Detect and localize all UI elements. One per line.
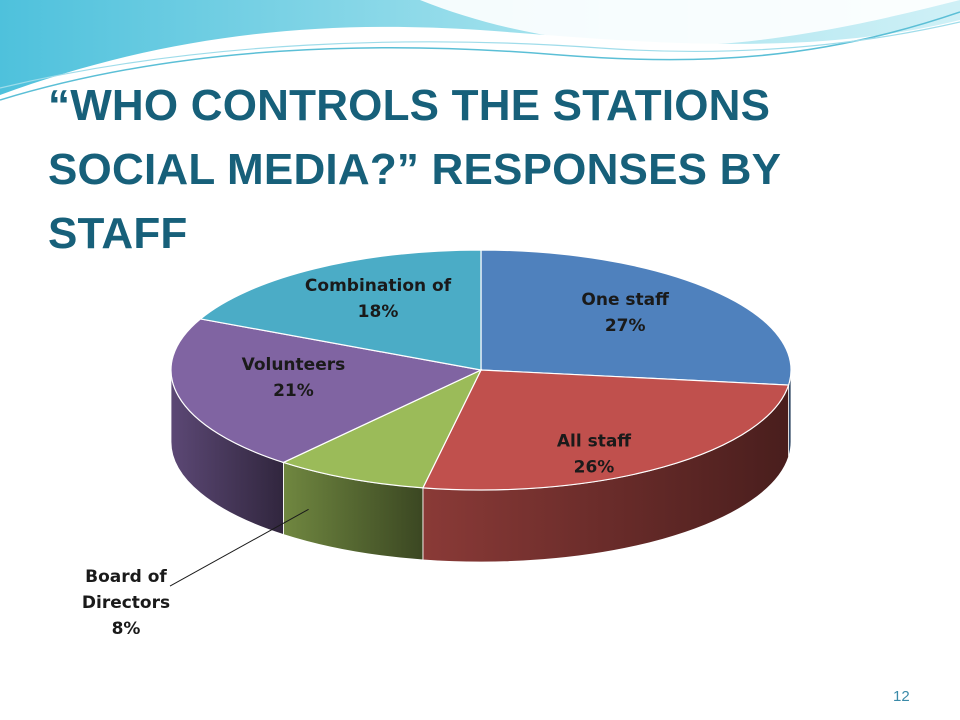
leader-line-board-of-directors [169, 508, 309, 587]
slide-title-line-1: “WHO CONTROLS THE STATIONS [48, 81, 771, 130]
pie-sides [170, 369, 792, 563]
pie-slice-combination-of [199, 249, 482, 371]
slide-title-line-2: SOCIAL MEDIA?” RESPONSES BY STAFF [48, 145, 781, 258]
pie-slice-volunteers [170, 318, 483, 464]
pie-labels: One staff 27% All staff 26% Board of Director… [82, 276, 669, 639]
pie-slice-all-staff [421, 369, 790, 491]
slice-label-combination-of: Combination of 18% [305, 276, 452, 322]
pie-slices [170, 249, 792, 491]
header-wave-decoration [0, 0, 960, 101]
slide-title: “WHO CONTROLS THE STATIONS SOCIAL MEDIA?… [48, 74, 928, 266]
slice-label-board-of-directors: Board of Directors 8% [82, 567, 170, 639]
slice-label-one-staff: One staff 27% [581, 290, 669, 336]
pie-slice-board-of-directors [281, 368, 483, 489]
page-number: 12 [893, 688, 910, 705]
slice-label-volunteers: Volunteers 21% [242, 355, 346, 401]
pie-slice-one-staff [480, 249, 792, 386]
slice-label-all-staff: All staff 26% [557, 432, 631, 478]
